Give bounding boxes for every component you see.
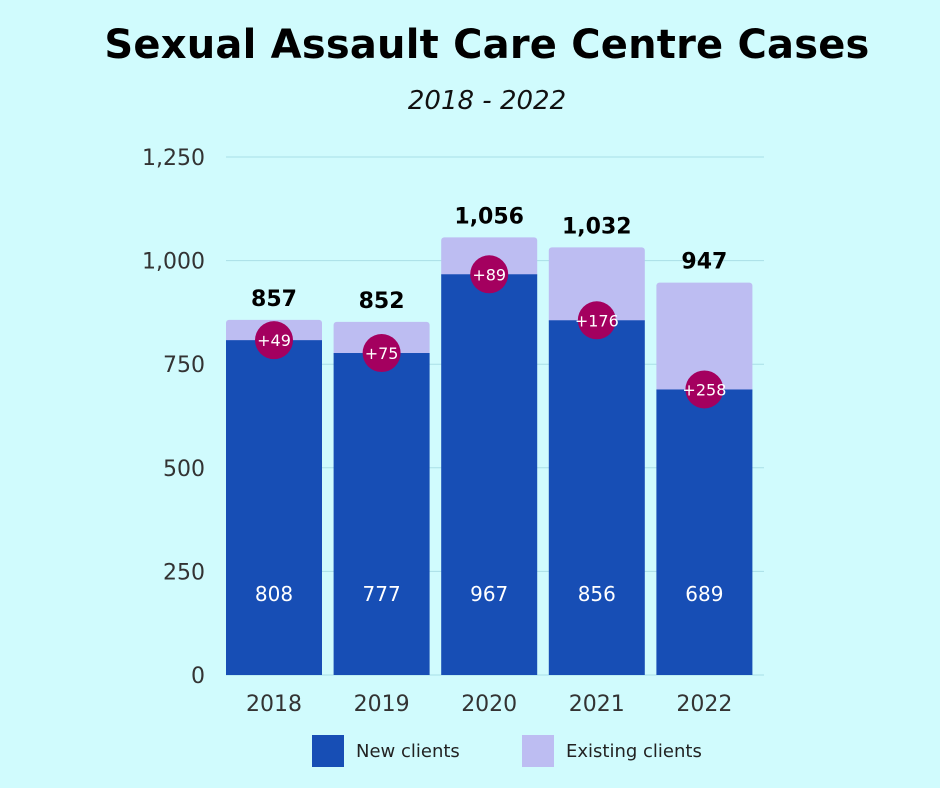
new-clients-label-2019: 777 [363,582,401,606]
bar-new-clients-2018 [226,340,322,675]
legend-item-new-clients: New clients [312,734,460,768]
x-axis: 2018 2019 2020 2021 2022 [246,692,732,717]
diff-marker-2018 [255,321,293,360]
x-tick-label-2019: 2019 [354,692,410,717]
legend-label-new-clients: New clients [356,740,460,762]
diff-marker-2019 [362,334,401,373]
total-label-2021: 1,032 [562,214,632,239]
bar-existing-clients-2021 [548,247,645,325]
bar-new-clients-2021 [548,320,645,675]
new-clients-label-2021: 856 [578,582,616,606]
bar-new-clients-2022 [656,389,753,675]
diff-marker-2021 [577,301,616,340]
total-label-2018: 857 [251,287,297,312]
x-tick-label-2022: 2022 [676,692,732,717]
new-clients-label-2018: 808 [255,582,293,606]
x-tick-label-2021: 2021 [569,692,625,717]
diff-marker-2020 [470,255,509,294]
bar-existing-clients-2022 [656,282,753,394]
y-tick-label: 1,000 [142,250,205,275]
y-tick-label: 250 [163,560,205,585]
chart-subtitle: 2018 - 2022 [407,86,567,116]
x-tick-label-2018: 2018 [246,692,302,717]
legend-swatch-new-clients [312,735,344,767]
x-tick-label-2020: 2020 [461,692,517,717]
new-clients-label-2020: 967 [470,582,508,606]
y-tick-label: 500 [163,457,205,482]
chart-title: Sexual Assault Care Centre Cases [104,22,870,68]
total-label-2020: 1,056 [454,204,524,229]
diff-label-2018: +49 [257,331,291,350]
bar-new-clients-2019 [333,353,430,675]
y-tick-label: 750 [163,353,205,378]
diff-label-2019: +75 [365,344,399,363]
new-clients-label-2022: 689 [685,582,723,606]
legend: New clients Existing clients [0,734,940,768]
diff-marker-2022 [685,370,724,409]
legend-item-existing-clients: Existing clients [522,734,702,768]
legend-swatch-existing-clients [522,735,554,767]
total-label-2019: 852 [359,289,405,314]
bar-new-clients-2020 [441,274,538,675]
bars: +49 857 808 +75 852 777 +89 1,056 967 +176 1,032 85… [226,204,753,675]
y-tick-label: 1,250 [142,146,205,171]
diff-label-2021: +176 [575,311,619,330]
y-axis: 0 250 500 750 1,000 1,250 [142,146,205,689]
y-tick-label: 0 [191,664,205,689]
total-label-2022: 947 [681,250,727,275]
diff-label-2020: +89 [472,265,506,284]
legend-label-existing-clients: Existing clients [566,740,702,762]
diff-label-2022: +258 [682,380,726,399]
